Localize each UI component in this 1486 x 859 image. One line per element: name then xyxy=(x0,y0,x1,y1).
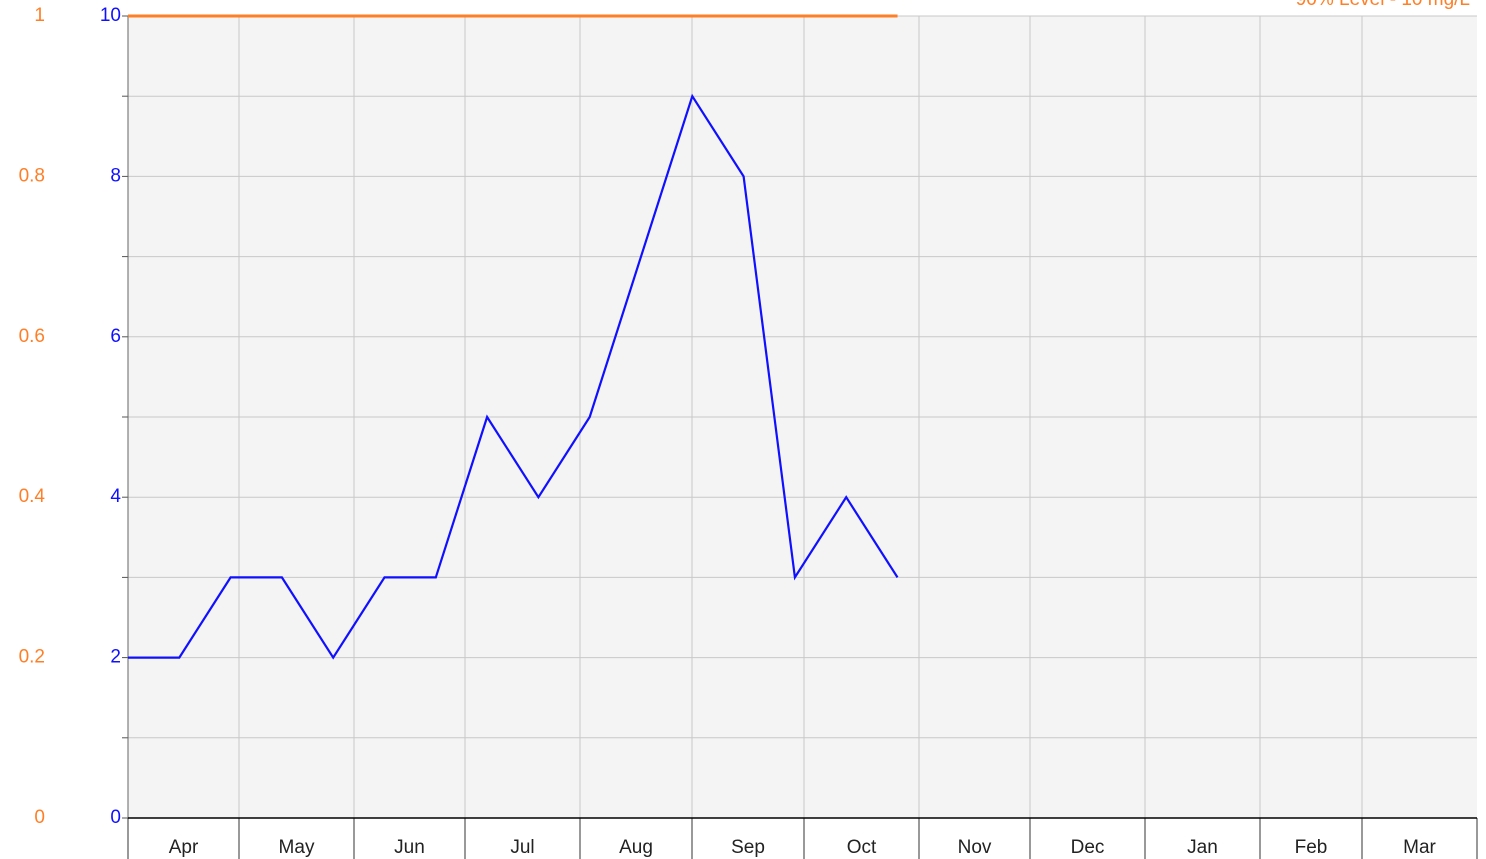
y2-tick-label: 0.2 xyxy=(19,647,45,668)
x-tick-label: Feb xyxy=(1295,837,1328,858)
y-tick-label: 4 xyxy=(110,486,121,507)
y-tick-label: 10 xyxy=(100,5,121,26)
x-tick-label: Mar xyxy=(1403,837,1436,858)
x-tick-label: May xyxy=(279,837,315,858)
y2-tick-label: 0.8 xyxy=(19,165,45,186)
y2-tick-label: 0 xyxy=(34,807,45,828)
y2-tick-label: 0.4 xyxy=(19,486,46,507)
y-tick-label: 8 xyxy=(110,165,121,186)
x-tick-label: Dec xyxy=(1071,837,1105,858)
y-tick-label: 2 xyxy=(110,647,121,668)
x-tick-label: Jan xyxy=(1187,837,1218,858)
x-tick-label: Nov xyxy=(958,837,992,858)
x-tick-label: Apr xyxy=(169,837,199,858)
x-tick-label: Aug xyxy=(619,837,653,858)
x-tick-label: Sep xyxy=(731,837,765,858)
x-tick-label: Jul xyxy=(510,837,534,858)
x-tick-label: Oct xyxy=(847,837,877,858)
reference-label: 90% Level - 10 mg/L xyxy=(1296,0,1470,10)
y2-tick-label: 1 xyxy=(34,5,45,26)
y2-tick-label: 0.6 xyxy=(19,326,45,347)
data-line xyxy=(128,93,899,660)
y-tick-label: 6 xyxy=(110,326,121,347)
x-tick-label: Jun xyxy=(394,837,425,858)
y-tick-label: 0 xyxy=(110,807,121,828)
